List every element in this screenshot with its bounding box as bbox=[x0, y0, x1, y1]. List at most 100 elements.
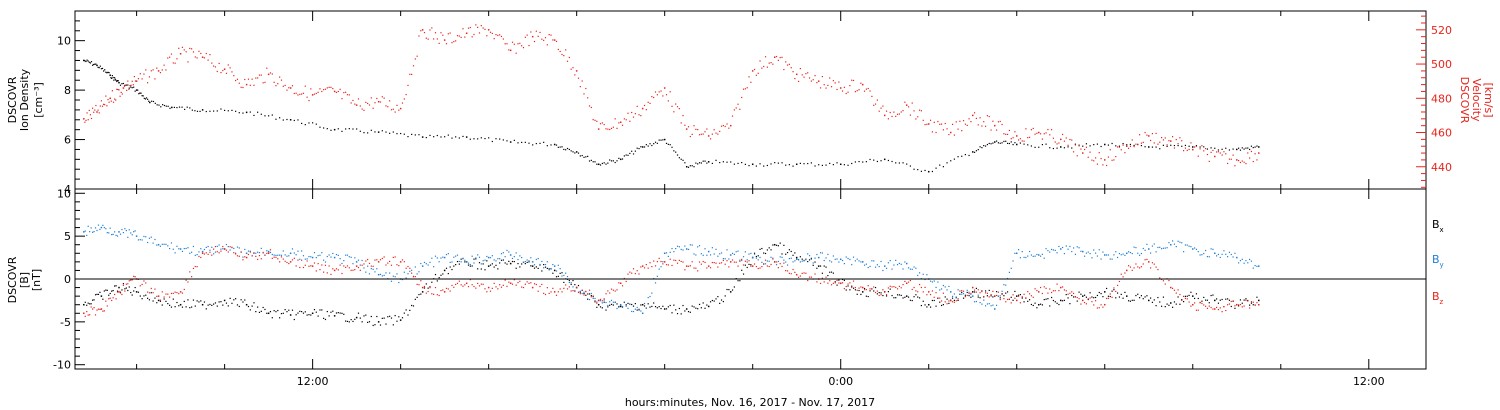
bx-sample bbox=[346, 320, 349, 323]
bx-sample bbox=[1093, 297, 1095, 299]
by-sample bbox=[607, 304, 609, 307]
bz-sample bbox=[225, 249, 228, 251]
velocity-sample bbox=[95, 104, 97, 107]
velocity-sample bbox=[698, 134, 701, 136]
velocity-sample bbox=[581, 80, 583, 82]
bz-sample bbox=[116, 291, 119, 293]
bx-sample bbox=[350, 319, 352, 321]
bx-sample bbox=[1138, 297, 1141, 299]
by-sample bbox=[350, 256, 352, 258]
by-sample bbox=[460, 261, 462, 263]
bx-sample bbox=[704, 307, 706, 309]
bx-sample bbox=[227, 305, 229, 307]
by-sample bbox=[1140, 252, 1143, 255]
bz-sample bbox=[1171, 287, 1174, 289]
velocity-sample bbox=[689, 135, 691, 138]
by-sample bbox=[374, 271, 376, 273]
by-sample bbox=[658, 268, 660, 270]
by-sample bbox=[1254, 264, 1256, 267]
bz-sample bbox=[1228, 303, 1231, 305]
by-sample bbox=[731, 252, 734, 254]
by-sample bbox=[645, 307, 647, 309]
bz-sample bbox=[389, 260, 391, 263]
velocity-sample bbox=[229, 67, 231, 69]
bx-sample bbox=[453, 265, 455, 267]
velocity-sample bbox=[167, 57, 169, 59]
bx-sample bbox=[203, 301, 206, 303]
bz-sample bbox=[1155, 266, 1157, 268]
bx-sample bbox=[484, 269, 486, 271]
ion-density-sample bbox=[1256, 145, 1258, 147]
velocity-sample bbox=[121, 93, 123, 95]
velocity-sample bbox=[447, 33, 449, 35]
velocity-sample bbox=[986, 115, 989, 117]
bx-sample bbox=[150, 292, 152, 294]
velocity-sample bbox=[1001, 123, 1003, 126]
velocity-point bbox=[509, 49, 512, 52]
bz-sample bbox=[900, 287, 902, 289]
by-sample bbox=[768, 260, 770, 262]
velocity-sample bbox=[302, 92, 305, 94]
velocity-sample bbox=[1131, 139, 1133, 141]
velocity-sample bbox=[131, 80, 133, 82]
velocity-sample bbox=[995, 129, 998, 131]
ion-density-sample bbox=[436, 134, 438, 137]
bz-point bbox=[509, 282, 512, 285]
bz-sample bbox=[288, 262, 290, 265]
bx-point bbox=[311, 312, 314, 315]
velocity-sample bbox=[475, 24, 477, 26]
velocity-sample bbox=[863, 90, 866, 92]
bz-sample bbox=[249, 251, 251, 253]
bx-sample bbox=[1032, 304, 1034, 307]
velocity-point bbox=[905, 104, 908, 106]
bx-point bbox=[333, 315, 336, 317]
by-sample bbox=[1118, 252, 1121, 255]
bx-sample bbox=[1203, 296, 1205, 299]
by-sample bbox=[807, 253, 809, 255]
bx-sample bbox=[94, 294, 97, 296]
by-sample bbox=[709, 254, 712, 256]
bx-sample bbox=[830, 271, 833, 273]
velocity-point bbox=[377, 100, 380, 103]
bx-sample bbox=[403, 312, 405, 314]
bz-sample bbox=[572, 290, 574, 292]
bx-point bbox=[927, 303, 930, 306]
bx-sample bbox=[1168, 304, 1170, 306]
velocity-sample bbox=[1065, 137, 1067, 139]
by-sample bbox=[1043, 257, 1045, 259]
bz-sample bbox=[788, 272, 790, 274]
velocity-sample bbox=[218, 62, 220, 65]
by-sample bbox=[491, 255, 493, 257]
by-sample bbox=[478, 256, 481, 258]
velocity-sample bbox=[697, 128, 699, 131]
by-sample bbox=[829, 260, 831, 262]
velocity-point bbox=[663, 87, 666, 89]
bx-sample bbox=[304, 311, 306, 313]
bx-sample bbox=[438, 277, 440, 279]
ion-density-sample bbox=[858, 160, 860, 163]
bz-sample bbox=[220, 250, 222, 252]
ion-density-sample bbox=[1129, 143, 1132, 146]
bz-sample bbox=[933, 296, 935, 298]
velocity-sample bbox=[964, 123, 966, 125]
bx-sample bbox=[114, 285, 116, 287]
by-sample bbox=[497, 258, 499, 260]
bz-sample bbox=[89, 314, 91, 316]
bx-sample bbox=[851, 285, 853, 287]
bx-sample bbox=[317, 315, 319, 317]
bz-sample bbox=[988, 296, 990, 298]
velocity-sample bbox=[596, 120, 598, 122]
velocity-sample bbox=[335, 91, 338, 94]
velocity-sample bbox=[720, 125, 723, 127]
bz-sample bbox=[893, 286, 895, 288]
by-sample bbox=[1144, 249, 1146, 251]
bx-sample bbox=[895, 297, 897, 299]
ion-density-sample bbox=[152, 100, 155, 103]
by-point bbox=[685, 248, 688, 250]
velocity-sample bbox=[1175, 138, 1177, 141]
bx-point bbox=[201, 303, 204, 306]
bx-sample bbox=[777, 245, 779, 247]
by-point bbox=[1258, 265, 1260, 267]
velocity-point bbox=[641, 107, 644, 110]
bz-sample bbox=[852, 280, 855, 282]
